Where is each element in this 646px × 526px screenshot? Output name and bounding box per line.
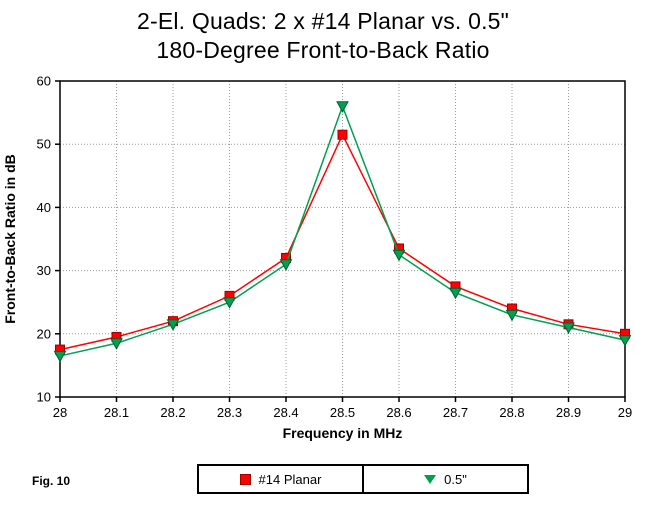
- x-tick-label: 28.1: [104, 405, 129, 420]
- x-tick-label: 29: [618, 405, 632, 420]
- x-axis-title: Frequency in MHz: [283, 425, 403, 441]
- data-marker-triangle: [392, 249, 406, 262]
- y-tick-label: 40: [37, 200, 51, 215]
- data-marker-triangle: [562, 322, 575, 335]
- figure-number-label: Fig. 10: [32, 474, 71, 488]
- legend-box: #14 Planar 0.5": [197, 464, 529, 494]
- x-tick-label: 28.8: [499, 405, 524, 420]
- data-marker-triangle: [336, 101, 349, 113]
- x-tick-label: 28.6: [386, 405, 411, 420]
- data-marker-triangle: [449, 287, 462, 300]
- chart-title-line1: 2-El. Quads: 2 x #14 Planar vs. 0.5": [136, 8, 510, 34]
- data-marker-triangle: [279, 259, 293, 271]
- data-marker-triangle: [166, 319, 180, 331]
- x-tick-label: 28.9: [556, 405, 581, 420]
- data-marker-triangle: [618, 335, 632, 347]
- y-tick-label: 30: [37, 263, 51, 278]
- chart-footer: Fig. 10 #14 Planar 0.5": [0, 462, 646, 506]
- x-tick-label: 28.2: [160, 405, 185, 420]
- y-axis-title: Front-to-Back Ratio in dB: [2, 154, 18, 324]
- x-tick-label: 28.3: [217, 405, 242, 420]
- legend-marker-square-icon: [239, 473, 251, 485]
- plot-border: [59, 80, 626, 398]
- x-tick-label: 28.7: [443, 405, 468, 420]
- legend-item-planar: #14 Planar: [199, 466, 362, 492]
- data-marker-triangle: [110, 338, 123, 350]
- chart-title-line2: 180-Degree Front-to-Back Ratio: [156, 37, 490, 63]
- y-tick-label: 20: [37, 326, 51, 341]
- y-tick-label: 60: [37, 74, 51, 89]
- legend-item-half-inch: 0.5": [364, 466, 527, 492]
- chart-svg: 28 28.1 28.2 28.3 28.4 28.5 28.6 28.7 28.8 28.9 29…: [2, 74, 632, 442]
- data-marker-triangle: [53, 350, 67, 363]
- legend-label-half-inch: 0.5": [444, 471, 467, 487]
- x-tick-label: 28: [53, 405, 67, 420]
- legend-marker-triangle-icon: [424, 474, 437, 484]
- y-tick-label: 50: [37, 137, 51, 152]
- data-marker-triangle: [505, 309, 519, 322]
- legend-label-planar: #14 Planar: [258, 471, 322, 487]
- legend-divider: [362, 466, 364, 492]
- x-tick-label: 28.4: [273, 405, 298, 420]
- chart-area: 28 28.1 28.2 28.3 28.4 28.5 28.6 28.7 28.8 28.9 29…: [0, 67, 646, 452]
- x-tick-label: 28.5: [330, 405, 355, 420]
- y-tick-label: 10: [37, 390, 51, 405]
- data-marker-square: [337, 129, 348, 140]
- data-marker-triangle: [223, 297, 236, 309]
- series-line-0: [59, 132, 626, 351]
- chart-title: 2-El. Quads: 2 x #14 Planar vs. 0.5" 180…: [0, 0, 646, 65]
